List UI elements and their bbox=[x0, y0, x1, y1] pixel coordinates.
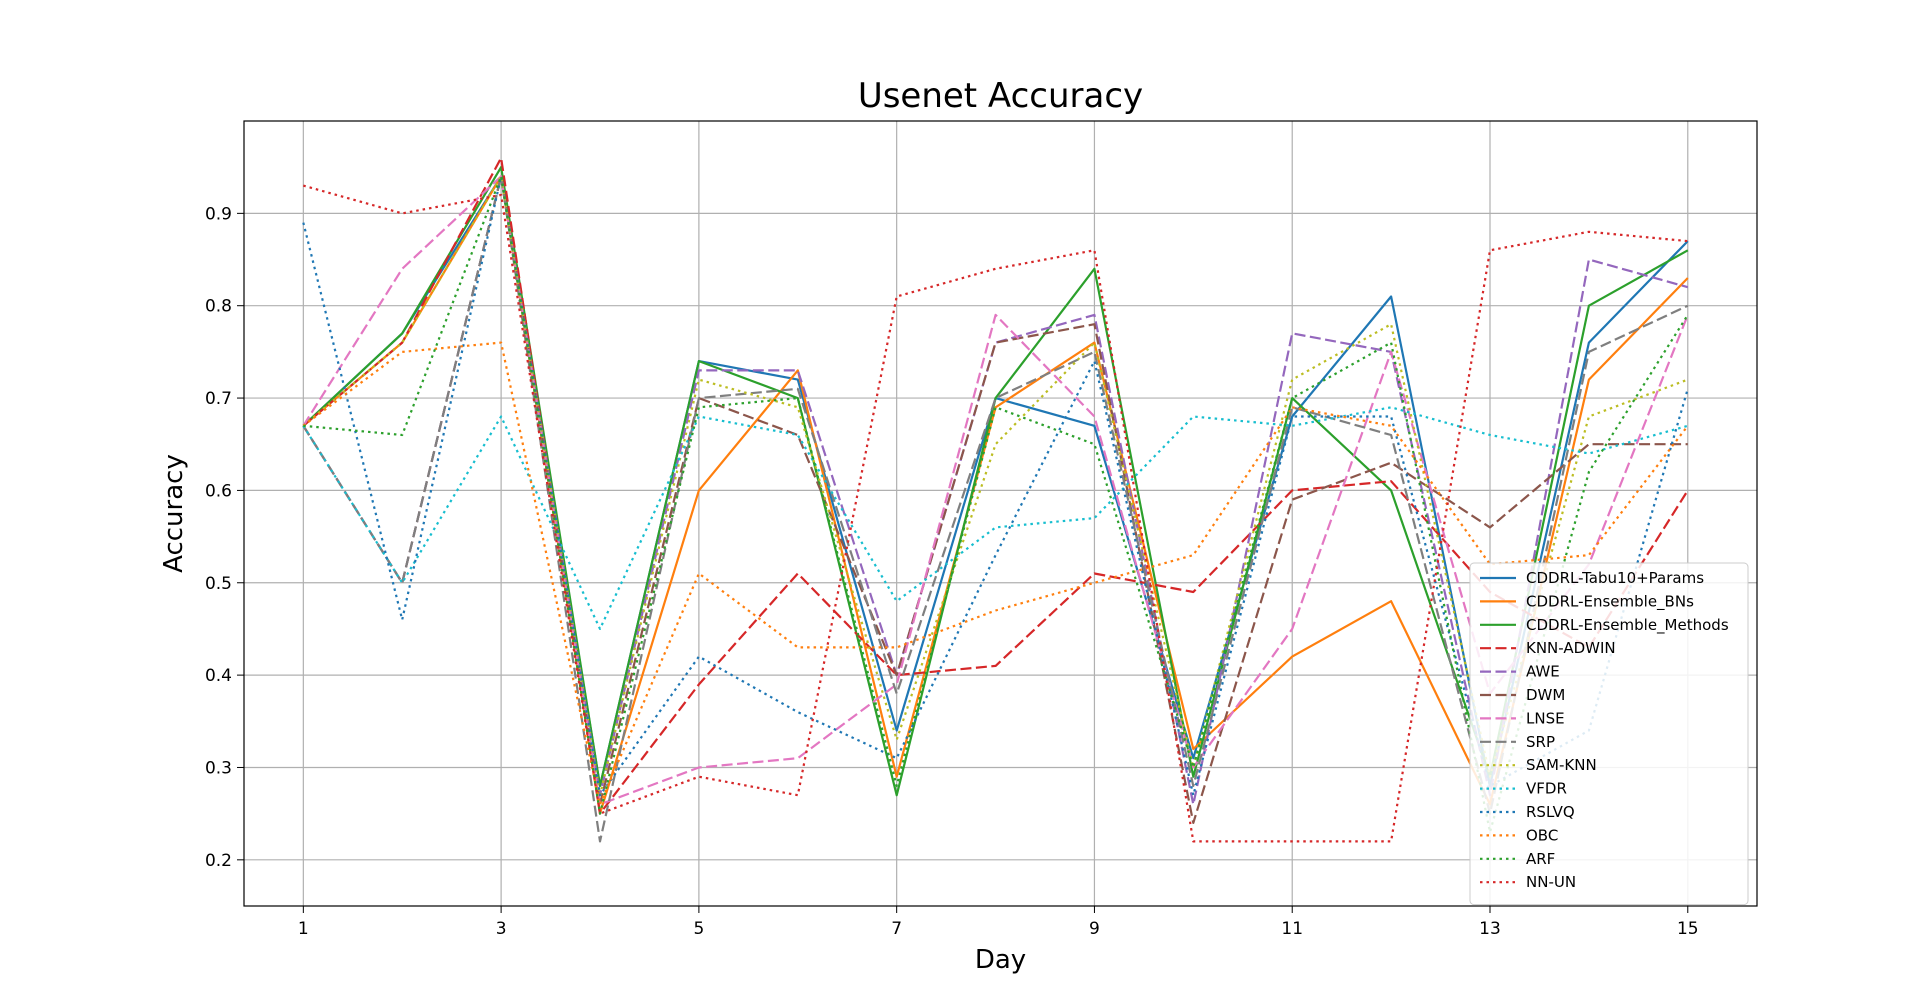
y-tick-label: 0.9 bbox=[205, 204, 232, 224]
series-line-srp bbox=[302, 175, 1689, 843]
x-tick-label: 13 bbox=[1479, 919, 1501, 939]
x-tick-label: 3 bbox=[496, 919, 507, 939]
x-tick-label: 15 bbox=[1677, 919, 1699, 939]
legend-label: VFDR bbox=[1526, 780, 1567, 798]
series-lines bbox=[302, 156, 1689, 843]
x-tick-label: 5 bbox=[693, 919, 704, 939]
series-line-rslvq bbox=[302, 175, 1689, 797]
x-axis-title: Day bbox=[975, 945, 1026, 975]
legend-label: SAM-KNN bbox=[1526, 756, 1597, 774]
y-axis-title: Accuracy bbox=[159, 454, 189, 573]
legend-box bbox=[1469, 562, 1749, 906]
series-line-cddrl-ensemble-methods bbox=[302, 166, 1689, 797]
legend-label: CDDRL-Ensemble_Methods bbox=[1526, 616, 1729, 635]
series-line-vfdr bbox=[302, 406, 1689, 631]
series-line-sam-knn bbox=[302, 175, 1689, 797]
legend-label: RSLVQ bbox=[1526, 803, 1575, 821]
x-tick-label: 11 bbox=[1281, 919, 1303, 939]
series-line-arf bbox=[303, 175, 1689, 834]
legend: CDDRL-Tabu10+Params CDDRL-Ensemble_BNs CDD… bbox=[1469, 562, 1749, 906]
legend-label: AWE bbox=[1526, 663, 1560, 681]
axis-ticks: 1 3 5 7 9 11 13 150.20.30.40.50.60.70.80.9 bbox=[205, 204, 1699, 939]
legend-label: NN-UN bbox=[1526, 873, 1576, 891]
chart-title: Usenet Accuracy bbox=[858, 76, 1143, 116]
y-tick-label: 0.8 bbox=[205, 297, 232, 317]
y-tick-label: 0.7 bbox=[205, 389, 232, 409]
y-tick-label: 0.3 bbox=[205, 758, 232, 778]
x-tick-label: 1 bbox=[298, 919, 309, 939]
x-tick-label: 7 bbox=[891, 919, 902, 939]
legend-label: KNN-ADWIN bbox=[1526, 639, 1616, 657]
y-tick-label: 0.2 bbox=[205, 851, 232, 871]
series-line-obc bbox=[302, 341, 1689, 806]
y-tick-label: 0.4 bbox=[205, 666, 232, 686]
legend-label: ARF bbox=[1526, 850, 1555, 868]
legend-label: CDDRL-Tabu10+Params bbox=[1526, 569, 1704, 587]
plot-frame bbox=[243, 120, 1758, 907]
y-tick-label: 0.6 bbox=[205, 481, 232, 501]
x-tick-label: 9 bbox=[1089, 919, 1100, 939]
y-tick-label: 0.5 bbox=[205, 574, 232, 594]
legend-label: SRP bbox=[1526, 733, 1555, 751]
legend-label: OBC bbox=[1526, 826, 1558, 844]
legend-label: DWM bbox=[1526, 686, 1565, 704]
legend-label: LNSE bbox=[1526, 709, 1565, 727]
legend-label: CDDRL-Ensemble_BNs bbox=[1526, 592, 1694, 611]
